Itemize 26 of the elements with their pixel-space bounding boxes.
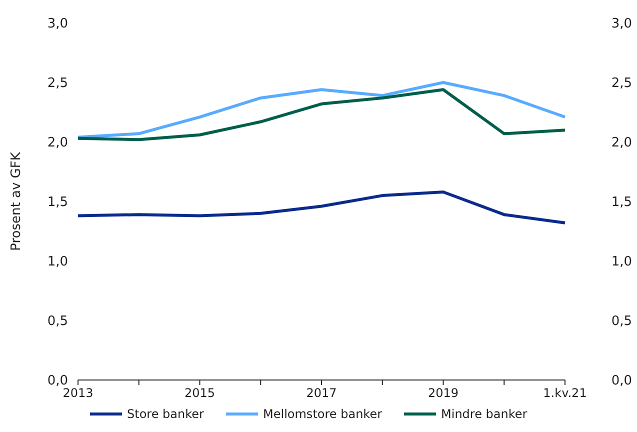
y-tick-label: 0,5 — [47, 314, 68, 330]
y2-tick-label: 0,0 — [611, 374, 632, 389]
line-series — [76, 190, 566, 224]
legend-label: Mindre banker — [441, 407, 528, 422]
line-series — [76, 88, 566, 142]
y-tick-label: 1,0 — [47, 254, 68, 270]
x-tick-label: 2017 — [306, 386, 337, 400]
y-tick-label: 2,0 — [47, 136, 68, 151]
y2-tick-label: 2,0 — [611, 136, 632, 151]
y-tick-label: 0,0 — [47, 374, 68, 389]
y-tick-label: 2,5 — [47, 76, 68, 92]
y2-tick-label: 0,5 — [611, 314, 632, 330]
y2-tick-label: 1,5 — [611, 195, 632, 210]
y-axis-title: Prosent av GFK — [9, 152, 24, 251]
line-series — [76, 81, 566, 139]
y2-tick-label: 1,0 — [611, 254, 632, 270]
x-tick-label: 2019 — [428, 386, 459, 400]
y2-tick-label: 3,0 — [611, 16, 632, 32]
y2-tick-label: 2,5 — [611, 76, 632, 92]
legend-label: Store banker — [127, 407, 204, 422]
x-tick-label: 2015 — [184, 386, 216, 400]
y-tick-label: 3,0 — [47, 16, 68, 32]
y-tick-label: 1,5 — [47, 195, 68, 210]
x-tick-label: 2013 — [62, 386, 94, 400]
x-tick-label: 1.kv.21 — [543, 386, 587, 400]
legend-label: Mellomstore banker — [263, 407, 382, 422]
